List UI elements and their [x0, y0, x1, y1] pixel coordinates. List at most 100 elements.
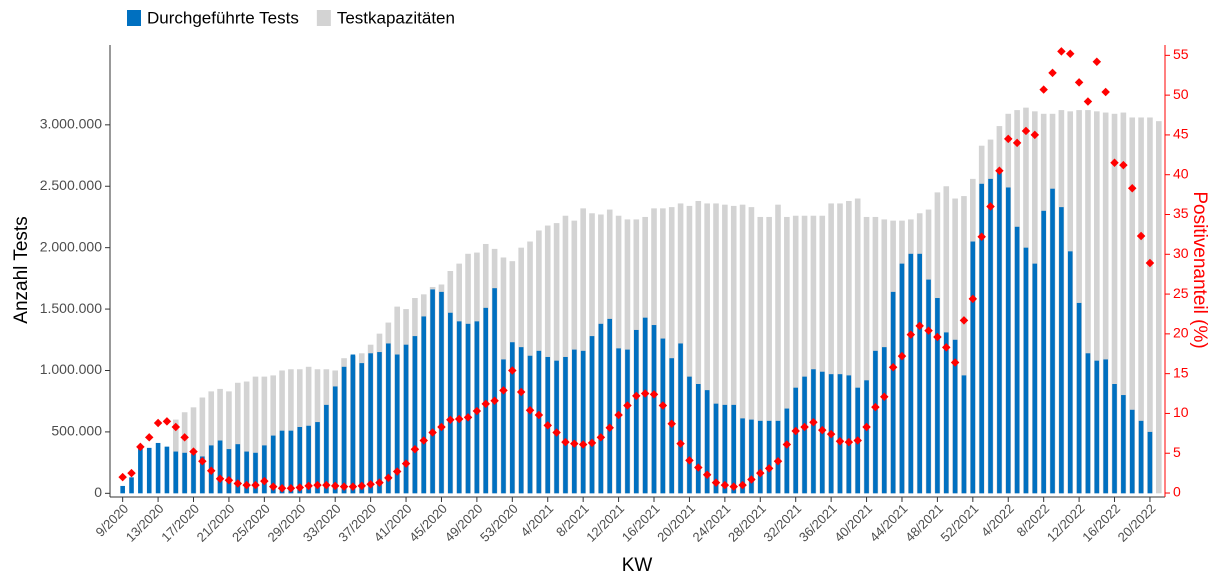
- bar: [359, 363, 365, 494]
- x-tick-label: 17/2020: [158, 501, 202, 545]
- bar: [226, 391, 232, 494]
- bar: [1120, 112, 1127, 494]
- point: [260, 476, 269, 486]
- point: [1039, 85, 1048, 94]
- point: [587, 438, 597, 448]
- bar: [766, 216, 772, 494]
- x-tick-label: 12/2022: [1044, 501, 1088, 545]
- bar: [341, 366, 347, 494]
- bar: [748, 207, 755, 494]
- bar: [1112, 384, 1117, 494]
- bar: [899, 263, 905, 494]
- point: [906, 330, 916, 339]
- x-tick-label: 37/2020: [335, 501, 379, 545]
- point: [640, 389, 650, 398]
- point: [242, 480, 251, 490]
- bar: [740, 418, 745, 494]
- bar: [837, 374, 843, 494]
- bar: [1147, 431, 1153, 494]
- bar: [1147, 117, 1153, 494]
- point: [888, 363, 898, 372]
- bar: [775, 204, 781, 494]
- point: [410, 445, 420, 454]
- bar: [386, 343, 391, 494]
- bar: [1014, 226, 1020, 494]
- bar: [200, 456, 205, 494]
- point: [233, 479, 243, 488]
- bar: [1076, 302, 1082, 494]
- bar: [456, 321, 462, 494]
- bar: [970, 241, 976, 494]
- bar: [518, 347, 524, 494]
- bar: [837, 203, 843, 494]
- point: [162, 417, 172, 426]
- bar: [722, 404, 728, 494]
- point: [1101, 87, 1110, 97]
- bar: [164, 446, 170, 494]
- point: [1012, 138, 1022, 148]
- point: [428, 428, 437, 437]
- bar: [262, 445, 267, 494]
- bar: [492, 288, 497, 494]
- bar: [792, 215, 799, 494]
- point: [1065, 49, 1075, 58]
- y-tick-label: 2.000.000: [40, 238, 102, 254]
- bar: [979, 183, 984, 494]
- bar: [961, 196, 967, 494]
- point: [1127, 183, 1137, 193]
- bar: [935, 298, 940, 494]
- bar: [713, 403, 719, 494]
- point: [268, 482, 278, 491]
- bar: [864, 380, 869, 494]
- bar: [527, 355, 533, 494]
- x-tick-label: 13/2020: [123, 501, 167, 545]
- point: [942, 343, 951, 352]
- point: [685, 456, 694, 465]
- bar: [208, 391, 215, 494]
- bar: [730, 205, 737, 494]
- bar: [562, 215, 569, 494]
- point: [330, 481, 340, 491]
- bar: [881, 347, 887, 494]
- bar: [952, 339, 958, 494]
- point: [384, 473, 393, 483]
- point: [915, 321, 924, 331]
- bar: [784, 408, 790, 494]
- point: [375, 478, 384, 487]
- bar: [678, 343, 683, 494]
- point: [561, 437, 570, 447]
- bar: [580, 208, 586, 494]
- x-tick-label: 41/2020: [371, 501, 415, 545]
- bar: [961, 375, 967, 494]
- bar: [1102, 112, 1109, 494]
- bar: [686, 205, 693, 494]
- bar: [1023, 247, 1029, 494]
- legend-label: Durchgeführte Tests: [147, 8, 299, 27]
- x-tick-label: 53/2020: [477, 501, 521, 545]
- point: [348, 482, 358, 491]
- point: [1119, 160, 1128, 170]
- bar: [687, 376, 692, 494]
- bar: [722, 204, 728, 494]
- point: [1136, 231, 1146, 241]
- point: [277, 484, 287, 493]
- point: [437, 422, 446, 432]
- bar: [695, 200, 702, 494]
- point: [180, 433, 189, 442]
- bar: [1085, 353, 1091, 494]
- bar: [465, 323, 471, 494]
- bar: [988, 178, 993, 494]
- point: [1145, 258, 1155, 268]
- point: [499, 386, 508, 395]
- point: [578, 440, 588, 449]
- point: [1030, 130, 1040, 140]
- bar: [1129, 117, 1136, 494]
- point: [313, 480, 322, 490]
- bar: [270, 435, 276, 494]
- bar: [846, 200, 852, 494]
- point: [286, 484, 296, 493]
- point: [862, 422, 871, 432]
- point: [747, 475, 756, 484]
- legend-label: Testkapazitäten: [337, 8, 455, 27]
- bar: [695, 384, 701, 494]
